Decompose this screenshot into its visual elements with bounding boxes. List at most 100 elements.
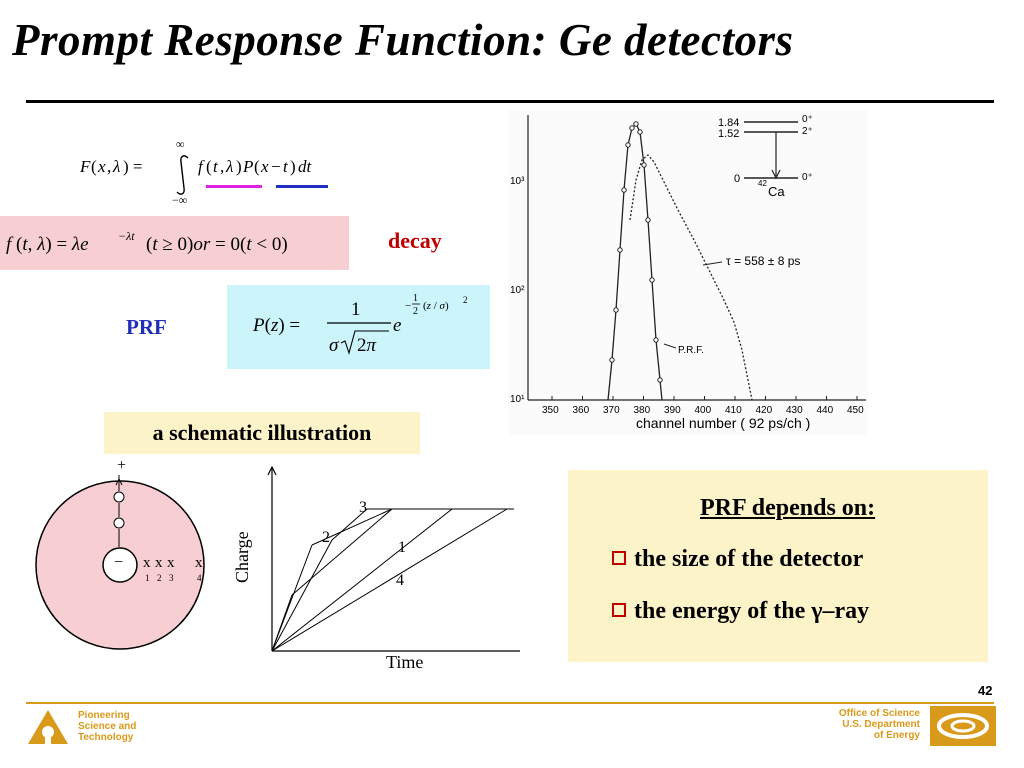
prf-point xyxy=(617,247,623,253)
svg-text:e: e xyxy=(393,315,401,336)
x-tick-label: 400 xyxy=(695,405,712,416)
prf-equation-box: P(z) = 1 σ 2π e − 1 2 (z / σ) 2 xyxy=(227,285,490,369)
f-underline xyxy=(206,185,262,188)
prf-point xyxy=(637,129,643,135)
position-x2: x xyxy=(155,555,163,571)
prf-depends-box xyxy=(568,470,988,662)
footer-right-line-2: U.S. Department xyxy=(842,719,920,730)
position-num-2: 2 xyxy=(157,573,162,583)
svg-text:(: ( xyxy=(254,157,260,176)
p-underline xyxy=(276,185,328,188)
svg-text:−∞: −∞ xyxy=(172,193,187,207)
position-x4: x xyxy=(195,555,203,571)
lab-logo-icon xyxy=(28,710,68,744)
lifetime-spectrum-figure: 10³ 10² 10¹ 350 360 370 380 390 400 410 420 430 4… xyxy=(508,110,868,435)
x-tick-label: 410 xyxy=(725,405,742,416)
depends-item-1: the size of the detector xyxy=(612,546,863,573)
x-tick-label: 430 xyxy=(786,405,803,416)
y-tick-10: 10¹ xyxy=(510,394,525,405)
prf-point xyxy=(613,307,619,313)
charge-time-plot: Charge Time 1 2 3 4 xyxy=(232,465,520,672)
curve-label-4: 4 xyxy=(396,572,404,589)
prf-data-points xyxy=(609,121,663,383)
schematic-label: a schematic illustration xyxy=(104,412,420,454)
x-tick-label: 380 xyxy=(634,405,651,416)
level-3: 0 xyxy=(734,173,740,185)
doe-logo-icon xyxy=(930,706,996,746)
prf-point xyxy=(609,357,615,363)
svg-text:λ: λ xyxy=(225,157,233,176)
svg-text:P: P xyxy=(242,157,253,176)
curve-label-2: 2 xyxy=(322,529,330,546)
page-number: 42 xyxy=(978,683,993,698)
svg-text:F: F xyxy=(80,157,91,176)
prf-point xyxy=(641,162,647,168)
spin-3: 0⁺ xyxy=(802,172,813,183)
svg-text:): ) xyxy=(236,157,242,176)
prf-curve-label: P.R.F. xyxy=(678,345,704,356)
charge-axis-label: Charge xyxy=(232,531,252,583)
svg-text:−λt: −λt xyxy=(118,229,135,243)
footer-left-text: Pioneering Science and Technology xyxy=(78,710,168,743)
svg-text:t: t xyxy=(213,157,219,176)
tau-label: τ = 558 ± 8 ps xyxy=(726,254,800,268)
depends-item-2: the energy of the γ–ray xyxy=(612,598,869,625)
convolution-equation: F ( x , λ ) = ∞ −∞ f ( t , λ ) P ( x − t… xyxy=(80,140,328,207)
detector-core xyxy=(102,547,138,583)
svg-text:σ: σ xyxy=(329,335,339,356)
curve-label-1: 1 xyxy=(398,539,406,556)
svg-text:2π: 2π xyxy=(357,335,377,356)
decay-label: decay xyxy=(388,228,442,253)
prf-point xyxy=(633,121,639,127)
x-tick-label: 370 xyxy=(603,405,620,416)
svg-text:(t ≥ 0)or = 0(t < 0): (t ≥ 0)or = 0(t < 0) xyxy=(146,234,288,255)
x-tick-label: 390 xyxy=(664,405,681,416)
depends-item-2-text: the energy of the γ–ray xyxy=(634,598,870,624)
checkbox-bullet-icon xyxy=(612,603,626,617)
svg-text:f (t, λ) = λe: f (t, λ) = λe xyxy=(6,234,89,255)
prf-point xyxy=(645,217,651,223)
electron-2 xyxy=(113,517,125,529)
mass-number: 42 xyxy=(758,179,767,188)
curve-label-3: 3 xyxy=(359,499,367,516)
position-num-4: 4 xyxy=(197,573,202,583)
position-num-3: 3 xyxy=(169,573,174,583)
prf-point xyxy=(621,187,627,193)
minus-sign: − xyxy=(114,554,123,571)
spin-2: 2⁺ xyxy=(802,126,813,137)
footer-divider xyxy=(26,702,994,704)
svg-text:−: − xyxy=(271,157,281,176)
x-tick-label: 450 xyxy=(847,405,864,416)
svg-text:t: t xyxy=(283,157,289,176)
x-tick-label: 420 xyxy=(756,405,773,416)
svg-text:x: x xyxy=(260,157,269,176)
footer-left-line-3: Technology xyxy=(78,732,134,743)
title-divider xyxy=(26,100,994,103)
svg-text:P(z) =: P(z) = xyxy=(252,315,300,336)
prf-point xyxy=(625,142,631,148)
prf-point xyxy=(649,277,655,283)
svg-text:) =: ) = xyxy=(123,157,143,176)
svg-text:x: x xyxy=(97,157,106,176)
prf-point xyxy=(657,377,663,383)
decay-equation-box: f (t, λ) = λe −λt (t ≥ 0)or = 0(t < 0) xyxy=(0,216,349,270)
svg-text:(z / σ): (z / σ) xyxy=(423,300,449,312)
position-num-1: 1 xyxy=(145,573,150,583)
svg-text:): ) xyxy=(290,157,296,176)
svg-text:(: ( xyxy=(206,157,212,176)
footer-left-line-1: Pioneering xyxy=(78,710,130,721)
detector-schematic: + − x x x x 1 2 3 4 xyxy=(35,457,205,650)
svg-text:1: 1 xyxy=(351,299,361,320)
svg-text:∞: ∞ xyxy=(176,140,185,151)
svg-text:(: ( xyxy=(91,157,97,176)
x-axis-label: channel number ( 92 ps/ch ) xyxy=(636,415,810,431)
nucleus-label: Ca xyxy=(768,184,785,199)
svg-text:f: f xyxy=(198,157,205,176)
svg-text:−: − xyxy=(405,300,411,312)
slide-title: Prompt Response Function: Ge detectors xyxy=(12,15,794,65)
electron-1 xyxy=(113,491,125,503)
time-axis-label: Time xyxy=(386,652,423,672)
svg-text:dt: dt xyxy=(298,157,313,176)
x-tick-label: 360 xyxy=(573,405,590,416)
level-2: 1.52 xyxy=(718,128,739,140)
